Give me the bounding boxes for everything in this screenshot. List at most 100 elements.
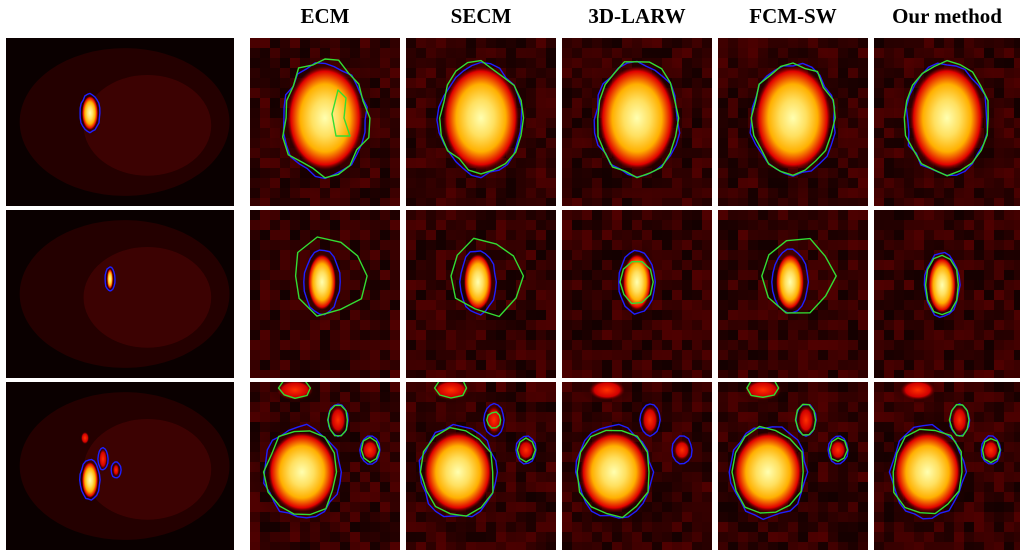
segmentation-contour: [450, 237, 525, 318]
segmentation-contour: [282, 58, 371, 179]
body-outline: [19, 392, 230, 540]
column-title-secm: SECM: [450, 4, 512, 28]
lesion-hotspot: [82, 462, 98, 498]
lesion-hotspot: [82, 96, 98, 130]
segmentation-contour: [828, 437, 849, 463]
overview-scan-row-2: [6, 210, 234, 378]
lesion-hotspot: [287, 66, 363, 170]
segmentation-contour: [294, 236, 368, 317]
ground-truth-contour: [980, 435, 1002, 465]
column-title-ecm: ECM: [300, 4, 350, 28]
zoom-row-1-our-method: [874, 38, 1020, 206]
zoom-row-2-3d-larw: [562, 210, 712, 378]
segmentation-contour: [277, 382, 312, 399]
zoom-row-3-3d-larw: [562, 382, 712, 550]
lesion-hotspot: [81, 432, 89, 444]
ground-truth-contour: [110, 461, 122, 479]
column-title-3d-larw: 3D-LARW: [588, 4, 686, 28]
lesion-hotspot: [830, 440, 846, 460]
overview-scan-row-3: [6, 382, 234, 550]
segmentation-contour: [433, 382, 468, 399]
zoom-row-1-ecm: [250, 38, 400, 206]
segmentation-contour: [746, 382, 780, 399]
lesion-hotspot: [107, 269, 113, 289]
segmentation-contour: [731, 425, 804, 514]
lesion-hotspot: [113, 464, 119, 476]
lesion-hotspot: [798, 406, 814, 434]
segmentation-contour: [892, 428, 963, 515]
ground-truth-contour: [905, 62, 989, 177]
ground-truth-contour: [771, 248, 810, 314]
segmentation-contour: [262, 430, 338, 516]
lesion-hotspot: [518, 440, 534, 460]
ground-truth-contour: [618, 249, 657, 315]
body-outline: [19, 220, 230, 368]
zoom-row-1-secm: [406, 38, 556, 206]
segmentation-contour: [750, 62, 836, 177]
ground-truth-contour: [303, 249, 341, 316]
lesion-hotspot: [910, 66, 984, 170]
zoom-row-2-ecm: [250, 210, 400, 378]
ground-truth-contour: [574, 423, 655, 519]
zoom-row-3-fcm-sw: [718, 382, 868, 550]
overview-scan-row-1: [6, 38, 234, 206]
lesion-hotspot: [424, 432, 492, 512]
zoom-row-3-secm: [406, 382, 556, 550]
body-outline: [19, 48, 230, 196]
lesion-hotspot: [900, 382, 936, 400]
ground-truth-contour: [923, 251, 961, 319]
segmentation-contour: [948, 403, 970, 437]
zoom-row-1-fcm-sw: [718, 38, 868, 206]
ground-truth-contour: [671, 435, 693, 465]
lesion-hotspot: [99, 449, 107, 469]
lesion-hotspot: [580, 432, 648, 512]
segmentation-contour: [516, 437, 537, 463]
ground-truth-contour: [482, 402, 505, 438]
lesion-hotspot: [623, 254, 651, 310]
ground-truth-contour: [639, 403, 661, 437]
ground-truth-contour: [104, 266, 116, 292]
ground-truth-contour: [263, 423, 343, 519]
lesion-hotspot: [308, 254, 336, 310]
segmentation-contour: [486, 411, 502, 429]
lesion-hotspot: [928, 257, 956, 313]
lesion-hotspot: [734, 432, 802, 512]
ground-truth-contour: [79, 92, 101, 134]
segmentation-contour: [419, 426, 494, 517]
segmentation-contour: [619, 261, 654, 305]
lesion-hotspot: [674, 440, 690, 460]
ground-truth-contour: [78, 458, 101, 501]
segmentation-contour: [903, 59, 989, 177]
lesion-hotspot: [599, 66, 675, 170]
segmentation-contour: [597, 61, 680, 179]
zoom-row-3-our-method: [874, 382, 1020, 550]
ground-truth-contour: [436, 61, 523, 179]
segmentation-contour: [924, 254, 960, 316]
ground-truth-contour: [515, 435, 537, 465]
zoom-row-2-secm: [406, 210, 556, 378]
ground-truth-contour: [728, 426, 809, 521]
zoom-row-2-our-method: [874, 210, 1020, 378]
ground-truth-contour: [359, 435, 381, 465]
lesion-hotspot: [894, 432, 961, 512]
lesion-hotspot: [268, 432, 336, 512]
lesion-hotspot: [443, 66, 519, 170]
segmentation-contour: [981, 437, 1001, 464]
lesion-hotspot: [362, 440, 378, 460]
pet-background-pixels: [874, 210, 1020, 378]
segmentation-contour: [360, 436, 381, 464]
segmentation-contour: [761, 237, 837, 314]
pet-background-pixels: [406, 210, 556, 378]
segmentation-contour: [439, 59, 525, 175]
column-title-our-method: Our method: [892, 4, 1002, 28]
lesion-hotspot: [589, 382, 625, 400]
zoom-row-3-ecm: [250, 382, 400, 550]
zoom-row-1-3d-larw: [562, 38, 712, 206]
ground-truth-contour: [459, 250, 498, 316]
segmentation-contour: [576, 429, 650, 519]
lesion-hotspot: [983, 440, 999, 460]
column-title-fcm-sw: FCM-SW: [749, 4, 837, 28]
ground-truth-contour: [97, 446, 109, 471]
segmentation-contour-inner: [331, 89, 351, 137]
lesion-hotspot: [755, 66, 831, 170]
